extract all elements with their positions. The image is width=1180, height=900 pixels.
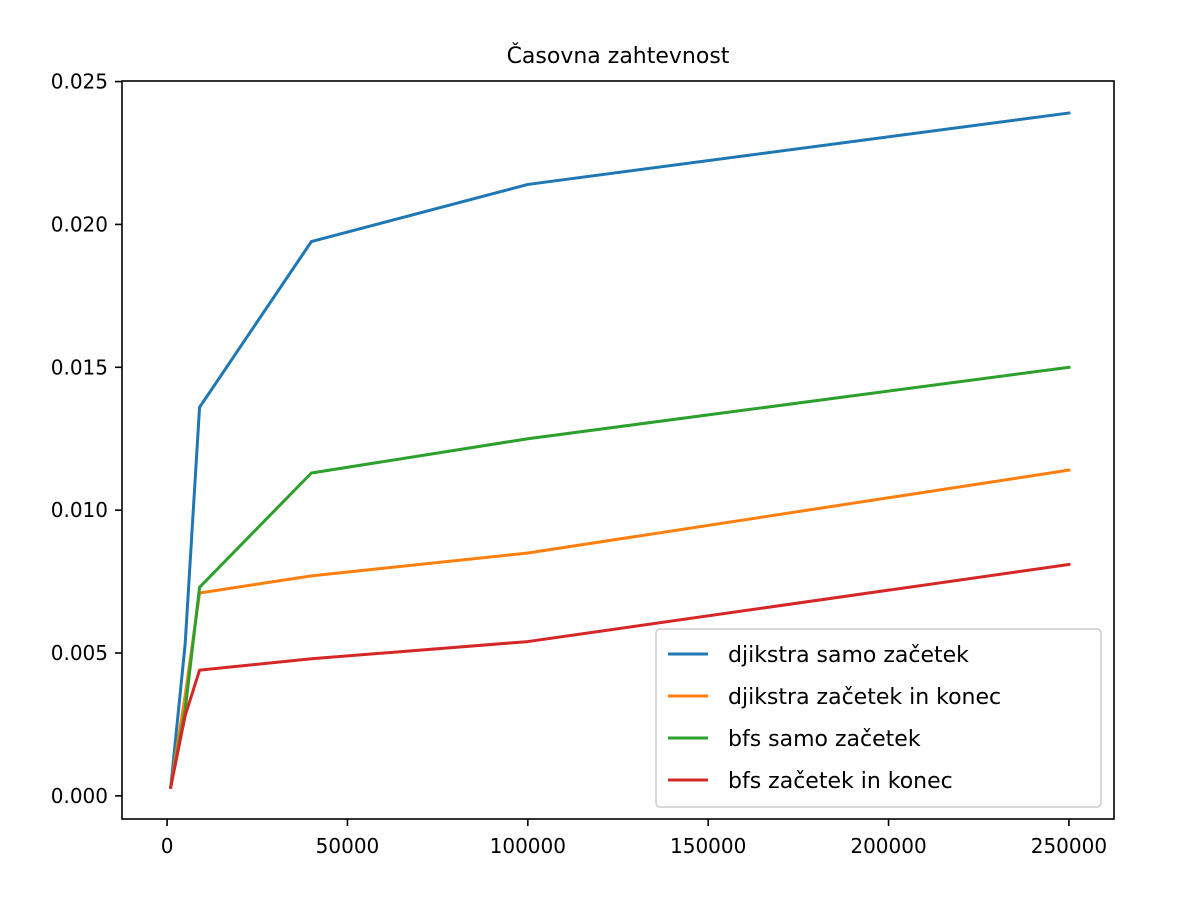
x-tick-label: 150000 <box>670 834 746 858</box>
y-tick-label: 0.020 <box>51 212 108 236</box>
plot-area: 0 50000 100000 150000 200000 250000 0.000 0.005… <box>51 70 1115 858</box>
y-tick-label: 0.000 <box>51 784 108 808</box>
y-tick-label: 0.015 <box>51 355 108 379</box>
y-tick-label: 0.010 <box>51 498 108 522</box>
legend: djikstra samo začetek djikstra začetek in… <box>655 628 1102 808</box>
legend-label: djikstra začetek in konec <box>728 685 1001 710</box>
legend-label: bfs samo začetek <box>728 727 921 752</box>
series-line-4 <box>168 562 1071 790</box>
x-tick-label: 250000 <box>1031 834 1107 858</box>
legend-label: bfs začetek in konec <box>728 769 953 794</box>
x-tick-label: 0 <box>161 834 174 858</box>
series-line-1 <box>169 111 1071 789</box>
legend-box <box>655 628 1102 808</box>
y-tick-label: 0.005 <box>51 641 108 665</box>
x-tick-label: 100000 <box>490 834 566 858</box>
x-tick-label: 50000 <box>316 834 380 858</box>
legend-label: djikstra samo začetek <box>728 643 969 668</box>
chart-title: Časovna zahtevnost <box>507 43 730 69</box>
x-tick-label: 200000 <box>850 834 926 858</box>
axes-frame <box>121 80 1115 820</box>
series-line-2 <box>168 468 1071 790</box>
y-tick-label: 0.025 <box>51 70 108 94</box>
